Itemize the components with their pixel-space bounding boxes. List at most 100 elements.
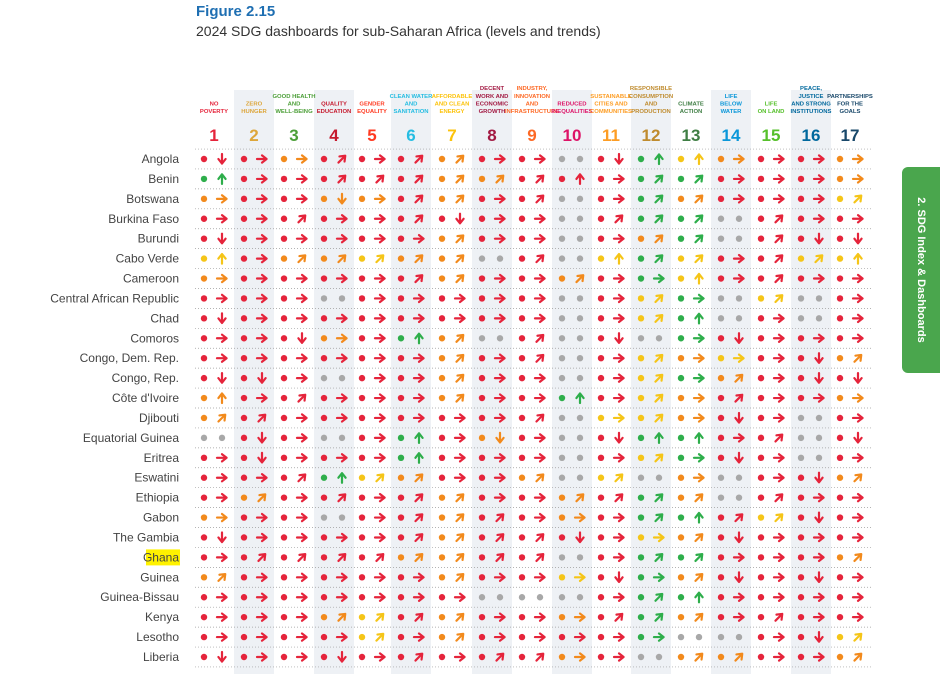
level-dot (597, 534, 605, 541)
level-dot (797, 215, 805, 222)
level-dot (397, 574, 405, 581)
level-dot (240, 235, 248, 242)
trend-arrow (493, 393, 506, 403)
level-dot (200, 355, 208, 362)
trend-arrow (535, 174, 545, 184)
trend-arrow (414, 533, 424, 543)
level-dot (797, 394, 805, 402)
trend-arrow (373, 233, 386, 244)
trend-arrow (694, 234, 704, 244)
level-dot (757, 315, 765, 322)
trend-arrow (335, 233, 348, 244)
trend-arrow (412, 373, 425, 383)
trend-arrow (614, 214, 624, 224)
level-dot (597, 454, 605, 461)
level-dot (438, 574, 446, 581)
trend-arrow (654, 553, 664, 563)
trend-arrow (772, 373, 785, 383)
level-dot (240, 175, 248, 183)
trend-arrow (812, 532, 825, 543)
level-dot (397, 315, 405, 322)
level-dot (397, 494, 405, 501)
level-dot (438, 394, 446, 402)
level-dot (797, 195, 805, 203)
trend-arrow (612, 413, 625, 423)
trend-arrow (533, 393, 546, 403)
trend-arrow (694, 591, 704, 604)
trend-arrow (812, 174, 825, 184)
level-dot (200, 514, 208, 521)
goal-column-band (391, 90, 431, 674)
level-dot (836, 454, 844, 461)
trend-arrow (734, 373, 744, 383)
trend-arrow (373, 492, 386, 503)
trend-none-dot (576, 235, 584, 242)
trend-arrow (533, 154, 546, 164)
trend-arrow (295, 373, 308, 383)
trend-arrow (654, 254, 664, 264)
trend-arrow (255, 592, 268, 602)
level-dot (597, 514, 605, 521)
trend-arrow (295, 313, 308, 324)
level-dot (200, 414, 208, 422)
trend-arrow (814, 254, 824, 264)
trend-arrow (373, 154, 386, 164)
trend-arrow (732, 273, 745, 284)
level-dot (597, 175, 605, 183)
level-dot (797, 255, 805, 262)
level-dot (320, 355, 328, 362)
trend-arrow (614, 152, 624, 165)
trend-arrow (335, 353, 348, 363)
level-dot (597, 195, 605, 203)
level-dot (478, 613, 486, 621)
goal-name-label: PRODUCTION (631, 109, 671, 115)
country-label: Lesotho (136, 630, 179, 644)
trend-arrow (375, 612, 385, 622)
trend-arrow (812, 612, 825, 622)
trend-arrow (255, 632, 268, 642)
country-label: Botswana (126, 192, 179, 206)
goal-name-label: SUSTAINABLE (590, 94, 632, 100)
level-dot (280, 255, 288, 262)
level-dot (717, 613, 725, 621)
trend-none-dot (576, 554, 584, 561)
trend-none-dot (536, 594, 544, 601)
trend-arrow (255, 652, 268, 662)
trend-arrow (215, 293, 228, 304)
trend-arrow (295, 154, 308, 164)
trend-arrow (772, 174, 785, 184)
trend-arrow (215, 273, 228, 284)
level-dot (397, 215, 405, 222)
trend-arrow (337, 493, 347, 503)
level-dot (200, 534, 208, 541)
level-dot (717, 594, 725, 601)
level-dot (757, 215, 765, 222)
trend-arrow (217, 650, 227, 663)
level-dot (677, 414, 685, 422)
section-side-tab[interactable]: 2. SDG Index & Dashboards (902, 167, 940, 373)
trend-arrow (654, 153, 664, 166)
level-dot (240, 474, 248, 481)
level-dot (637, 275, 645, 282)
trend-arrow (215, 612, 228, 622)
level-dot (438, 175, 446, 183)
country-label: Congo, Rep. (112, 371, 179, 385)
trend-arrow (295, 233, 308, 244)
level-dot (200, 255, 208, 262)
level-dot (757, 255, 765, 262)
level-dot (677, 534, 685, 541)
trend-arrow (694, 174, 704, 184)
level-dot (518, 454, 526, 461)
trend-arrow (455, 154, 465, 164)
level-dot (518, 335, 526, 342)
trend-arrow (772, 532, 785, 543)
trend-arrow (612, 293, 625, 304)
goal-name-label: GOALS (840, 109, 861, 115)
level-dot (797, 454, 805, 461)
level-dot (637, 474, 645, 481)
level-dot (677, 653, 685, 661)
level-dot (836, 434, 844, 442)
goal-number-label: 3 (289, 126, 298, 145)
trend-arrow (612, 233, 625, 244)
trend-arrow (694, 612, 704, 622)
